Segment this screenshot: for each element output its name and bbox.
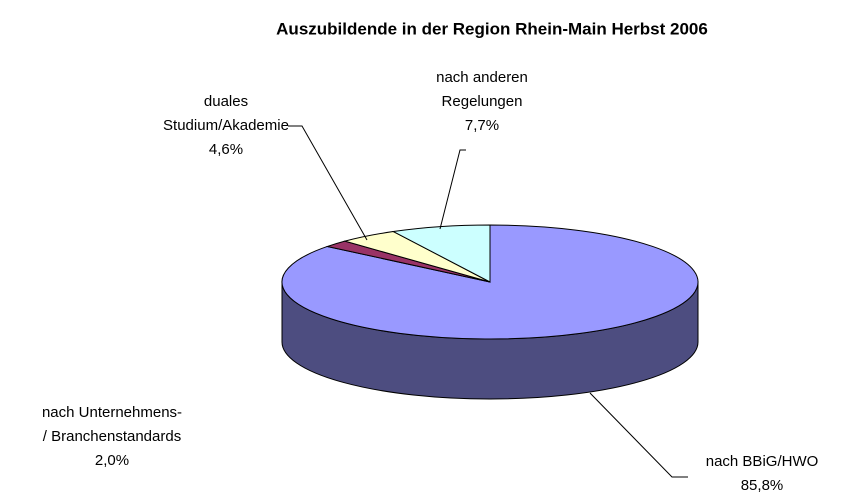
- leader-line: [589, 392, 688, 478]
- value-label: 4,6%: [209, 141, 243, 158]
- pie: [281, 224, 699, 400]
- value-label: 2,0%: [95, 452, 129, 469]
- slice-label: nach anderen Regelungen: [436, 69, 528, 110]
- leader-line: [288, 125, 368, 241]
- value-label: 85,8%: [741, 477, 784, 494]
- slice-label: duales Studium/Akademie: [163, 93, 289, 134]
- chart-title: Auszubildende in der Region Rhein-Main H…: [276, 19, 708, 38]
- value-label: 7,7%: [465, 117, 499, 134]
- slice-label: nach BBiG/HWO: [706, 453, 819, 470]
- slice-label: nach Unternehmens-/ Branchenstandards: [42, 404, 182, 445]
- leader-line: [439, 149, 466, 230]
